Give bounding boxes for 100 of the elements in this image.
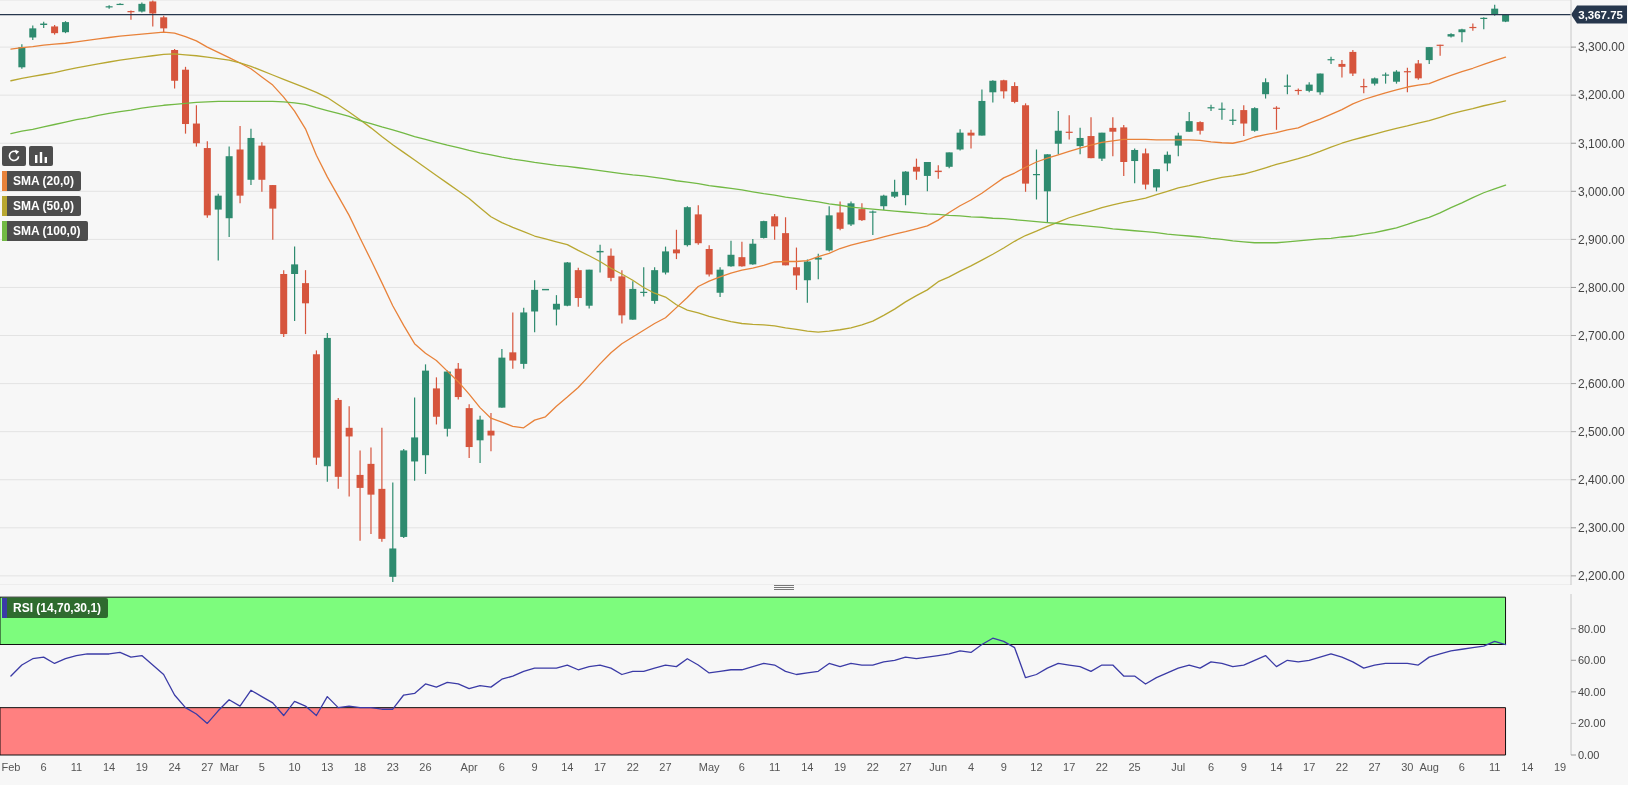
candlestick xyxy=(847,200,855,227)
candlestick xyxy=(716,266,724,298)
candlestick xyxy=(345,405,353,498)
candlestick xyxy=(956,128,964,152)
candlestick xyxy=(607,247,615,282)
legend-label: SMA (100,0) xyxy=(13,224,81,238)
candlestick xyxy=(1011,81,1019,104)
y-tick-label: 3,100.00 xyxy=(1578,136,1626,151)
candlestick xyxy=(487,412,495,452)
y-tick-label: 2,200.00 xyxy=(1578,569,1626,584)
x-tick-label: Aug xyxy=(1419,760,1439,773)
y-tick-label: 2,800.00 xyxy=(1578,280,1626,295)
candlestick xyxy=(672,229,680,260)
line-series xyxy=(10,53,1507,333)
x-tick-label: 26 xyxy=(419,760,432,773)
candlestick xyxy=(792,246,800,291)
candlestick xyxy=(1054,110,1062,155)
line-series xyxy=(10,637,1507,725)
x-tick-label: 19 xyxy=(135,760,148,773)
candlestick xyxy=(1251,106,1259,133)
candlestick xyxy=(803,258,811,304)
x-tick-label: 6 xyxy=(498,760,505,773)
candlestick xyxy=(509,311,517,370)
x-tick-label: 5 xyxy=(258,760,265,773)
y-tick-label: 3,200.00 xyxy=(1578,88,1626,103)
candlestick xyxy=(1414,59,1422,81)
line-series xyxy=(10,100,1507,244)
x-tick-label: 17 xyxy=(1303,760,1316,773)
ref-line-label: 3,367.75 xyxy=(1578,8,1624,21)
x-tick-label: 10 xyxy=(288,760,301,773)
x-tick-label: 6 xyxy=(738,760,745,773)
y-tick-label: 2,700.00 xyxy=(1578,328,1626,343)
candlestick xyxy=(662,245,670,276)
x-tick-label: 22 xyxy=(1095,760,1109,773)
x-tick-label: 14 xyxy=(102,760,116,773)
candlestick xyxy=(967,129,975,150)
candlestick xyxy=(912,158,920,181)
x-tick-label: Jul xyxy=(1171,760,1186,773)
candlestick xyxy=(891,179,899,199)
x-tick-label: 27 xyxy=(899,760,912,773)
x-tick-label: 11 xyxy=(1488,760,1501,773)
x-tick-label: 25 xyxy=(1128,760,1141,773)
x-tick-label: 27 xyxy=(659,760,672,773)
candlestick xyxy=(291,245,299,322)
candlestick xyxy=(771,213,779,241)
x-tick-label: 12 xyxy=(1030,760,1043,773)
x-tick-label: 19 xyxy=(833,760,847,773)
candlestick xyxy=(302,269,310,335)
candlestick xyxy=(989,79,997,103)
x-tick-label: 30 xyxy=(1401,760,1414,773)
x-tick-label: 22 xyxy=(866,760,879,773)
x-tick-label: 13 xyxy=(321,760,334,773)
y-tick-label: 0.00 xyxy=(1578,748,1600,761)
x-tick-label: 11 xyxy=(70,760,83,773)
x-tick-label: Apr xyxy=(460,760,479,773)
candlestick xyxy=(214,193,222,262)
candlestick xyxy=(1338,59,1346,78)
candlestick xyxy=(1109,116,1117,157)
candlestick xyxy=(738,241,746,268)
candlestick xyxy=(749,238,757,266)
legend-label: SMA (50,0) xyxy=(13,199,74,213)
candlestick xyxy=(531,279,539,333)
x-tick-label: 14 xyxy=(1521,760,1534,773)
candlestick xyxy=(902,170,910,206)
candlestick xyxy=(1152,168,1160,192)
x-tick-label: Mar xyxy=(219,760,239,773)
candlestick xyxy=(1349,49,1357,77)
x-tick-label: 22 xyxy=(1335,760,1349,773)
candlestick xyxy=(1163,150,1171,172)
y-tick-label: 40.00 xyxy=(1578,685,1606,698)
candlestick xyxy=(269,184,277,241)
x-tick-label: 22 xyxy=(626,760,639,773)
x-tick-label: Feb xyxy=(1,760,21,773)
y-tick-label: 60.00 xyxy=(1578,654,1606,667)
candlestick xyxy=(1458,28,1466,43)
x-tick-label: 9 xyxy=(1000,760,1007,773)
x-tick-label: 19 xyxy=(1553,760,1567,773)
x-tick-label: 14 xyxy=(801,760,814,773)
x-tick-label: 6 xyxy=(1458,760,1465,773)
y-tick-label: 3,300.00 xyxy=(1578,40,1626,55)
x-tick-label: 14 xyxy=(1270,760,1283,773)
x-tick-label: 27 xyxy=(1368,760,1381,773)
candlestick xyxy=(836,200,844,231)
x-tick-label: 14 xyxy=(561,760,574,773)
line-series xyxy=(10,31,1507,429)
candlestick xyxy=(1262,77,1270,100)
legend-label: SMA (20,0) xyxy=(13,174,74,188)
candlestick xyxy=(1240,104,1248,137)
x-tick-label: 27 xyxy=(201,760,214,773)
x-tick-label: 6 xyxy=(40,760,47,773)
x-tick-label: 18 xyxy=(353,760,367,773)
x-tick-label: 9 xyxy=(531,760,538,773)
candlestick xyxy=(1185,111,1193,133)
x-tick-label: 23 xyxy=(386,760,399,773)
x-tick-label: 24 xyxy=(168,760,181,773)
x-tick-label: 9 xyxy=(1240,760,1247,773)
y-tick-label: 2,500.00 xyxy=(1578,424,1626,439)
y-tick-label: 2,400.00 xyxy=(1578,472,1626,487)
y-tick-label: 20.00 xyxy=(1578,717,1606,730)
candlestick xyxy=(727,240,735,268)
